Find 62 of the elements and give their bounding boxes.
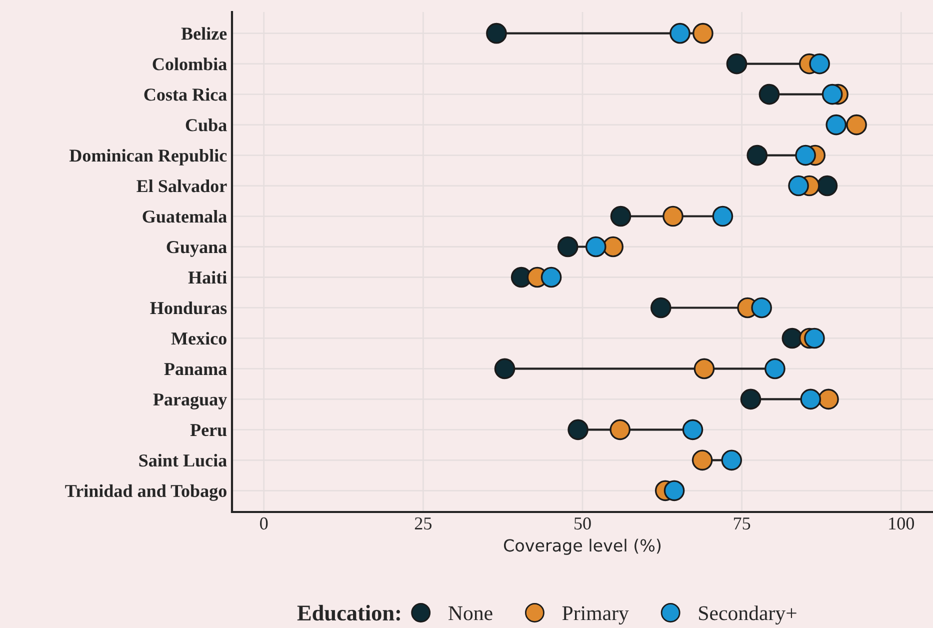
point	[557, 236, 578, 258]
y-tick-label: Saint Lucia	[139, 454, 227, 467]
point	[494, 358, 516, 380]
point	[816, 175, 838, 196]
point	[740, 388, 762, 410]
point	[751, 297, 772, 318]
x-axis-title: Coverage level (%)	[504, 538, 661, 555]
point	[568, 419, 588, 440]
y-tick-label: Guatemala	[142, 210, 227, 223]
y-tick-label: Colombia	[152, 58, 227, 70]
y-tick-label: El Salvador	[136, 180, 227, 192]
legend-title: Education:	[297, 604, 400, 621]
y-tick-label: Panama	[164, 363, 227, 376]
point	[692, 450, 713, 471]
point	[664, 480, 685, 502]
legend-label: Primary	[562, 606, 629, 625]
y-tick-label: Honduras	[150, 301, 227, 314]
point	[804, 328, 825, 349]
point	[585, 236, 606, 258]
x-tick-label: 25	[414, 517, 432, 530]
point	[602, 236, 624, 258]
point	[764, 358, 786, 380]
y-tick-label: Cuba	[186, 118, 227, 132]
point	[795, 144, 816, 166]
y-tick-label: Dominican Republic	[69, 149, 227, 166]
point	[818, 388, 839, 410]
point	[800, 388, 822, 410]
point	[692, 22, 714, 44]
x-tick-label: 0	[260, 517, 268, 530]
point	[822, 84, 843, 105]
point	[662, 206, 684, 227]
point	[721, 450, 742, 471]
x-tick-label: 50	[574, 517, 591, 530]
point	[650, 297, 672, 318]
point	[846, 114, 867, 136]
point	[486, 22, 507, 44]
y-tick-label: Costa Rica	[144, 88, 227, 101]
point	[610, 419, 631, 440]
point	[809, 53, 830, 74]
y-tick-label: Trinidad and Tobago	[65, 484, 226, 501]
point	[788, 175, 809, 196]
point	[540, 266, 562, 288]
y-tick-label: Haiti	[188, 270, 227, 284]
point	[782, 328, 803, 349]
x-tick-label: 75	[734, 518, 750, 530]
point	[758, 84, 780, 105]
point	[826, 114, 847, 136]
point	[746, 144, 768, 166]
y-tick-label: Belize	[181, 27, 227, 40]
y-tick-label: Paraguay	[153, 394, 227, 410]
point	[712, 206, 734, 227]
y-tick-label: Guyana	[166, 241, 227, 257]
legend-label: None	[448, 606, 492, 620]
point	[726, 53, 748, 74]
x-tick-label: 100	[889, 517, 914, 530]
y-tick-label: Peru	[190, 424, 227, 436]
point	[682, 419, 704, 440]
point	[694, 358, 715, 380]
legend-label: Secondary+	[699, 606, 796, 625]
point	[670, 22, 690, 44]
point	[610, 206, 632, 227]
y-tick-label: Mexico	[171, 332, 226, 345]
